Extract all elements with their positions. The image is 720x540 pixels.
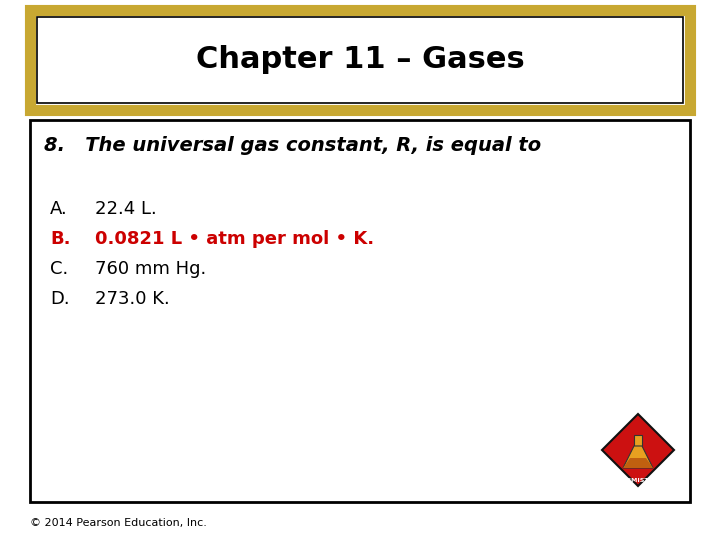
Polygon shape <box>623 458 653 468</box>
Text: 273.0 K.: 273.0 K. <box>95 290 170 308</box>
Text: B.: B. <box>50 230 71 248</box>
Text: 8.   The universal gas constant, R, is equal to: 8. The universal gas constant, R, is equ… <box>44 136 541 155</box>
Polygon shape <box>602 414 674 486</box>
Text: D.: D. <box>50 290 70 308</box>
Text: C.: C. <box>50 260 68 278</box>
FancyBboxPatch shape <box>30 10 690 110</box>
Text: Chapter 11 – Gases: Chapter 11 – Gases <box>196 45 524 75</box>
Text: A.: A. <box>50 200 68 218</box>
FancyBboxPatch shape <box>30 120 690 502</box>
Text: 760 mm Hg.: 760 mm Hg. <box>95 260 206 278</box>
Text: 22.4 L.: 22.4 L. <box>95 200 157 218</box>
Polygon shape <box>623 446 653 468</box>
FancyBboxPatch shape <box>634 435 642 446</box>
Text: © 2014 Pearson Education, Inc.: © 2014 Pearson Education, Inc. <box>30 518 207 528</box>
Text: CHEMISTRY: CHEMISTRY <box>618 477 658 483</box>
Text: 0.0821 L • atm per mol • K.: 0.0821 L • atm per mol • K. <box>95 230 374 248</box>
FancyBboxPatch shape <box>37 17 683 103</box>
